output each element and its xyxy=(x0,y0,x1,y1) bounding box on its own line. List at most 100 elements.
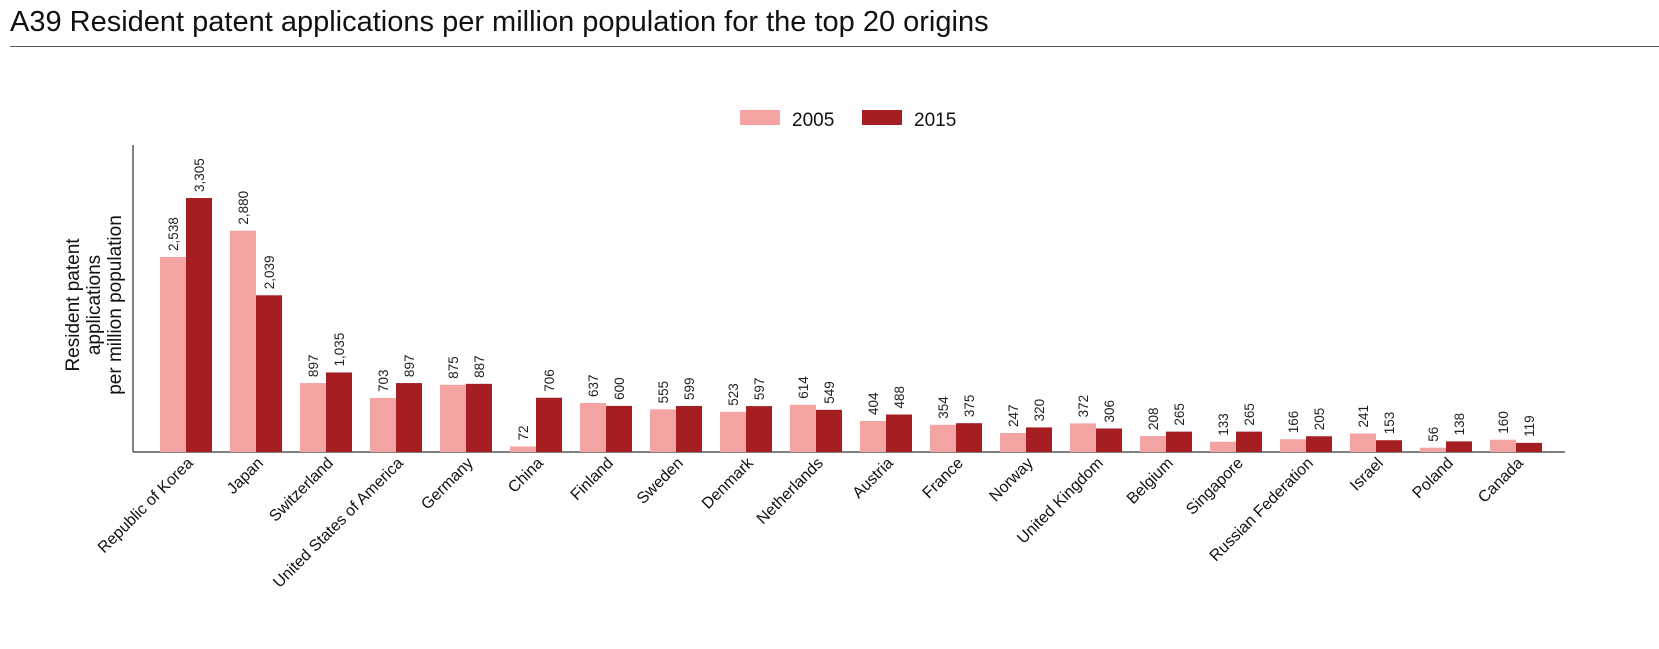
data-label-2015-netherlands: 549 xyxy=(822,381,837,404)
x-tick-label-austria: Austria xyxy=(850,455,897,502)
bar-2005-belgium xyxy=(1140,436,1166,452)
data-label-2005-norway: 247 xyxy=(1006,404,1021,427)
data-label-2015-finland: 600 xyxy=(612,377,627,400)
bar-2005-republic-of-korea xyxy=(160,256,186,452)
bar-2005-united-states-of-america xyxy=(370,397,396,452)
data-label-2005-singapore: 133 xyxy=(1216,413,1231,436)
data-label-2005-france: 354 xyxy=(936,396,951,419)
data-label-2015-japan: 2,039 xyxy=(262,255,277,289)
bar-2005-israel xyxy=(1350,433,1376,452)
x-tick-label-republic-of-korea: Republic of Korea xyxy=(95,455,197,557)
x-tick-label-sweden: Sweden xyxy=(634,455,687,508)
bar-2015-russian-federation xyxy=(1306,436,1332,452)
data-label-2015-germany: 887 xyxy=(472,355,487,378)
bar-2015-switzerland xyxy=(326,372,352,452)
x-tick-label-united-states-of-america: United States of America xyxy=(270,455,407,592)
data-label-2005-united-kingdom: 372 xyxy=(1076,395,1091,418)
bar-2015-netherlands xyxy=(816,409,842,452)
data-label-2015-china: 706 xyxy=(542,369,557,392)
bar-2015-poland xyxy=(1446,441,1472,452)
bar-2005-japan xyxy=(230,230,256,452)
data-label-2015-republic-of-korea: 3,305 xyxy=(192,158,207,192)
bar-2015-norway xyxy=(1026,427,1052,452)
data-label-2015-united-states-of-america: 897 xyxy=(402,355,417,378)
bar-2005-austria xyxy=(860,420,886,452)
bar-2005-canada xyxy=(1490,439,1516,452)
bar-2005-poland xyxy=(1420,447,1446,452)
bar-2015-republic-of-korea xyxy=(186,198,212,452)
data-label-2005-denmark: 523 xyxy=(726,383,741,406)
x-tick-label-denmark: Denmark xyxy=(699,454,758,513)
x-tick-label-norway: Norway xyxy=(986,455,1036,505)
data-label-2005-sweden: 555 xyxy=(656,381,671,404)
x-tick-label-canada: Canada xyxy=(1475,455,1527,507)
legend-label-2015: 2015 xyxy=(914,110,957,131)
data-label-2015-singapore: 265 xyxy=(1242,403,1257,426)
data-label-2005-switzerland: 897 xyxy=(306,355,321,378)
data-label-2005-united-states-of-america: 703 xyxy=(376,369,391,392)
x-tick-label-finland: Finland xyxy=(568,455,617,504)
bar-2015-china xyxy=(536,397,562,452)
bar-2015-germany xyxy=(466,383,492,452)
bar-2015-israel xyxy=(1376,440,1402,452)
bar-2005-switzerland xyxy=(300,383,326,452)
bar-2015-france xyxy=(956,423,982,452)
legend-swatch-2005 xyxy=(740,110,780,125)
bar-2005-finland xyxy=(580,403,606,452)
x-tick-label-netherlands: Netherlands xyxy=(754,455,827,528)
data-label-2015-denmark: 597 xyxy=(752,378,767,401)
x-tick-label-belgium: Belgium xyxy=(1124,455,1177,508)
x-tick-label-israel: Israel xyxy=(1347,455,1387,495)
legend-label-2005: 2005 xyxy=(792,110,835,131)
data-label-2015-norway: 320 xyxy=(1032,399,1047,422)
bar-2005-singapore xyxy=(1210,441,1236,452)
bar-2015-united-kingdom xyxy=(1096,428,1122,452)
data-label-2015-austria: 488 xyxy=(892,386,907,409)
chart-title: A39 Resident patent applications per mil… xyxy=(10,6,989,38)
data-label-2005-germany: 875 xyxy=(446,356,461,379)
data-label-2015-belgium: 265 xyxy=(1172,403,1187,426)
data-label-2015-united-kingdom: 306 xyxy=(1102,400,1117,423)
title-divider xyxy=(10,46,1659,47)
data-label-2015-russian-federation: 205 xyxy=(1312,408,1327,431)
x-tick-label-switzerland: Switzerland xyxy=(266,455,337,526)
data-label-2005-japan: 2,880 xyxy=(236,191,251,225)
x-tick-label-poland: Poland xyxy=(1410,455,1457,502)
bar-2005-denmark xyxy=(720,411,746,452)
data-label-2015-poland: 138 xyxy=(1452,413,1467,436)
bar-2015-finland xyxy=(606,405,632,452)
x-tick-label-germany: Germany xyxy=(418,455,477,514)
data-label-2015-switzerland: 1,035 xyxy=(332,333,347,367)
data-label-2005-austria: 404 xyxy=(866,392,881,415)
data-label-2005-poland: 56 xyxy=(1426,427,1441,442)
data-label-2005-republic-of-korea: 2,538 xyxy=(166,217,181,251)
bar-2015-denmark xyxy=(746,406,772,452)
bar-2005-sweden xyxy=(650,409,676,452)
legend-swatch-2015 xyxy=(862,110,902,125)
data-label-2005-netherlands: 614 xyxy=(796,376,811,399)
bar-2005-china xyxy=(510,446,536,452)
data-label-2015-france: 375 xyxy=(962,395,977,418)
bar-2015-canada xyxy=(1516,442,1542,452)
x-tick-label-france: France xyxy=(920,455,967,502)
data-label-2005-israel: 241 xyxy=(1356,405,1371,428)
bar-2005-netherlands xyxy=(790,404,816,452)
data-label-2005-china: 72 xyxy=(516,425,531,440)
data-label-2005-russian-federation: 166 xyxy=(1286,411,1301,434)
data-label-2005-canada: 160 xyxy=(1496,411,1511,434)
bar-2005-france xyxy=(930,424,956,452)
data-label-2015-israel: 153 xyxy=(1382,412,1397,435)
bar-2015-belgium xyxy=(1166,431,1192,452)
bar-2015-austria xyxy=(886,414,912,452)
data-label-2005-belgium: 208 xyxy=(1146,407,1161,430)
bar-2015-united-states-of-america xyxy=(396,383,422,452)
data-label-2015-sweden: 599 xyxy=(682,377,697,400)
x-tick-label-china: China xyxy=(505,455,547,497)
x-tick-label-singapore: Singapore xyxy=(1183,455,1247,519)
data-label-2005-finland: 637 xyxy=(586,375,601,398)
x-tick-label-japan: Japan xyxy=(224,455,267,498)
bar-2005-united-kingdom xyxy=(1070,423,1096,452)
bar-2015-singapore xyxy=(1236,431,1262,452)
bar-2005-germany xyxy=(440,384,466,452)
